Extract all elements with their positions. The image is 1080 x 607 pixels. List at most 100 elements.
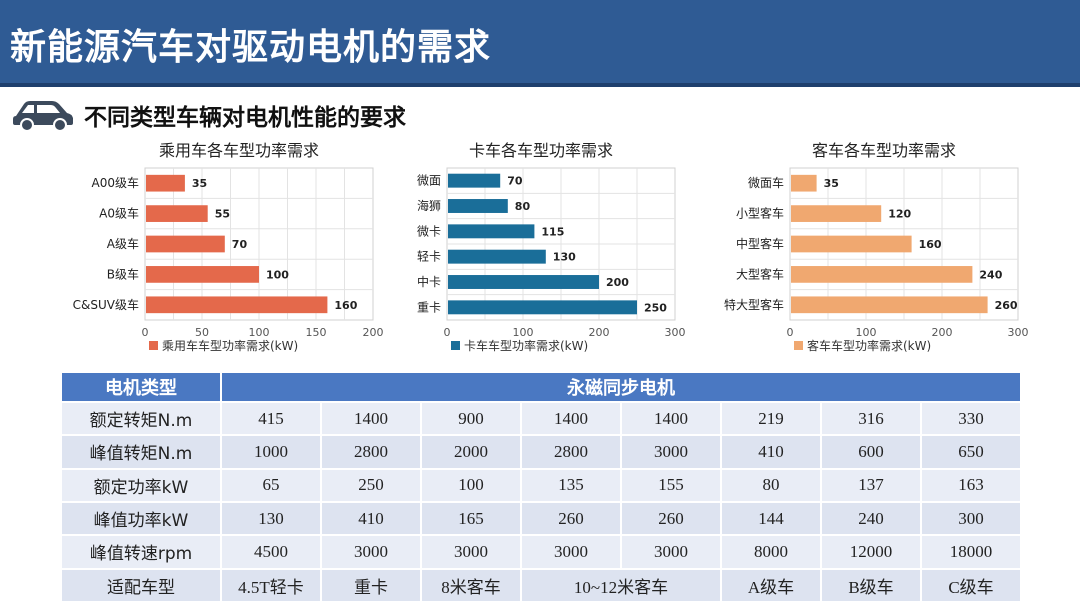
passenger-car-power-chart: 乘用车各车型功率需求 0 50 100 150 200 A00级车 35 A0级车 55 A级车 70… [45, 138, 390, 366]
bar-value-label: 80 [515, 200, 531, 213]
bar [146, 205, 208, 222]
table-cell: 1000 [220, 434, 322, 470]
legend-label: 卡车车型功率需求(kW) [464, 338, 588, 353]
x-tick-label: 100 [249, 326, 270, 339]
table-cell: 3000 [520, 534, 622, 570]
x-tick-label: 0 [142, 326, 149, 339]
x-tick-label: 0 [787, 326, 794, 339]
x-tick-label: 200 [932, 326, 953, 339]
category-label: A0级车 [99, 206, 139, 221]
fit-model-cell: 8米客车 [420, 567, 522, 604]
page-title: 新能源汽车对驱动电机的需求 [10, 27, 492, 68]
category-label: A级车 [107, 236, 139, 251]
pmsm-header: 永磁同步电机 [220, 371, 1022, 403]
category-label: 海狮 [417, 198, 441, 213]
table-cell: 219 [720, 400, 822, 437]
bar-value-label: 35 [192, 177, 207, 190]
bar-value-label: 120 [888, 208, 911, 221]
bar [448, 300, 637, 315]
chart-title: 乘用车各车型功率需求 [159, 141, 319, 160]
table-cell: 1400 [620, 400, 722, 437]
bar-value-label: 100 [266, 268, 289, 281]
bar [791, 296, 988, 314]
bar [448, 173, 501, 188]
fit-model-cell: A级车 [720, 567, 822, 604]
table-cell: 155 [620, 467, 722, 503]
bar-value-label: 240 [979, 268, 1002, 281]
table-cell: 163 [920, 467, 1022, 503]
table-row: 额定功率kW 65 250 100 135 155 80 137 163 [60, 467, 1022, 503]
bus-chart-svg: 客车各车型功率需求 0 100 200 300 微面车 35 小型客车 120 中型客车 160 大型… [724, 141, 1029, 353]
category-label: 微面 [417, 174, 441, 188]
table-cell: 3000 [620, 434, 722, 470]
table-cell: 300 [920, 500, 1022, 537]
bar [448, 275, 599, 289]
table-cell: 130 [220, 500, 322, 537]
table-cell: 8000 [720, 534, 822, 570]
motor-type-header: 电机类型 [60, 371, 222, 403]
section-heading: 不同类型车辆对电机性能的要求 [10, 94, 710, 134]
table-cell: 415 [220, 400, 322, 437]
fit-model-cell: 10~12米客车 [520, 567, 722, 604]
table-cell: 1400 [520, 400, 622, 437]
bar-value-label: 250 [644, 301, 667, 314]
category-label: C&SUV级车 [73, 297, 139, 312]
category-label: 中卡 [417, 274, 441, 289]
table-cell: 18000 [920, 534, 1022, 570]
legend-swatch [451, 341, 460, 350]
table-cell: 600 [820, 434, 922, 470]
table-cell: 3000 [620, 534, 722, 570]
table-cell: 316 [820, 400, 922, 437]
motor-spec-table: 电机类型 永磁同步电机 额定转矩N.m 415 1400 900 1400 1400 219… [60, 371, 1022, 604]
table-row: 峰值转速rpm 4500 3000 3000 3000 3000 8000 12000 1800… [60, 534, 1022, 570]
table-cell: 137 [820, 467, 922, 503]
table-cell: 80 [720, 467, 822, 503]
table-cell: 650 [920, 434, 1022, 470]
legend-swatch [149, 341, 158, 350]
bar-value-label: 200 [606, 276, 629, 289]
table-row: 峰值转矩N.m 1000 2800 2000 2800 3000 410 600 650 [60, 434, 1022, 470]
x-tick-label: 0 [444, 326, 451, 339]
category-label: A00级车 [92, 175, 139, 190]
bar-value-label: 35 [824, 177, 839, 190]
table-cell: 260 [620, 500, 722, 537]
table-cell: 330 [920, 400, 1022, 437]
table-cell: 135 [520, 467, 622, 503]
fit-model-cell: B级车 [820, 567, 922, 604]
table-cell: 240 [820, 500, 922, 537]
bar [448, 249, 546, 264]
bar-value-label: 70 [507, 175, 523, 188]
truck-power-chart: 卡车各车型功率需求 0 100 200 300 微面 70 海狮 80 微卡 115 轻卡 130 中卡 2… [395, 138, 705, 366]
table-header-row: 电机类型 永磁同步电机 [60, 371, 1022, 403]
legend-label: 客车车型功率需求(kW) [807, 338, 931, 353]
fit-model-cell: C级车 [920, 567, 1022, 604]
row-label: 峰值功率kW [60, 500, 222, 537]
bar [146, 235, 225, 253]
bar-value-label: 130 [553, 251, 576, 264]
table-cell: 100 [420, 467, 522, 503]
table-cell: 1400 [320, 400, 422, 437]
category-label: 中型客车 [736, 236, 784, 251]
passenger-car-chart-svg: 乘用车各车型功率需求 0 50 100 150 200 A00级车 35 A0级车 55 A级车 70… [73, 141, 384, 353]
bar [791, 266, 973, 283]
x-tick-label: 300 [1008, 326, 1029, 339]
x-tick-label: 200 [589, 326, 610, 339]
fit-model-cell: 4.5T轻卡 [220, 567, 322, 604]
table-row-fit-model: 适配车型 4.5T轻卡 重卡 8米客车 10~12米客车 A级车 B级车 C级车 [60, 567, 1022, 604]
table-cell: 260 [520, 500, 622, 537]
x-tick-label: 150 [306, 326, 327, 339]
table-cell: 2000 [420, 434, 522, 470]
category-label: 轻卡 [417, 250, 441, 264]
table-cell: 410 [720, 434, 822, 470]
table-cell: 410 [320, 500, 422, 537]
x-tick-label: 100 [856, 326, 877, 339]
bar [146, 296, 328, 314]
table-cell: 4500 [220, 534, 322, 570]
bar-value-label: 115 [541, 225, 564, 238]
bar-value-label: 55 [215, 208, 230, 221]
chart-title: 卡车各车型功率需求 [469, 141, 613, 160]
bar [791, 205, 882, 222]
table-cell: 2800 [320, 434, 422, 470]
row-label: 额定功率kW [60, 467, 222, 503]
bar-value-label: 160 [919, 238, 942, 251]
